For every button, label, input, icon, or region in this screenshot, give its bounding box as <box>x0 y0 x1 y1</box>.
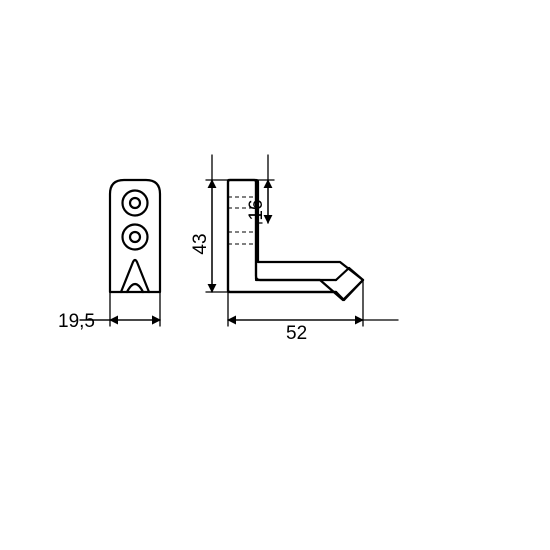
dim-52-label: 52 <box>286 323 307 344</box>
dim-16: 16 <box>246 155 274 223</box>
dim-16-label: 16 <box>246 199 267 220</box>
dim-19-5-label: 19,5 <box>58 311 95 332</box>
front-view <box>110 180 160 292</box>
front-hole-inner-2 <box>130 232 140 242</box>
side-outline <box>228 180 363 300</box>
dim-43: 43 43 <box>190 155 228 292</box>
side-view <box>228 180 363 300</box>
dim-19-5: 19,5 <box>58 292 160 332</box>
dim-43-label-v: 43 <box>190 233 211 254</box>
front-hole-inner-1 <box>130 198 140 208</box>
